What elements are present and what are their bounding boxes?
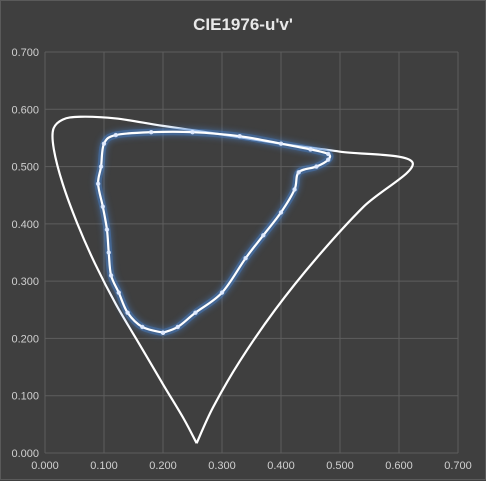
gamut-point: [193, 310, 198, 315]
y-tick-label: 0.100: [11, 391, 39, 403]
gamut-point: [140, 324, 145, 330]
gamut-point: [278, 210, 284, 215]
gamut-point: [125, 310, 130, 315]
gamut-glow: [94, 128, 334, 337]
gamut-point: [190, 130, 195, 135]
y-tick-label: 0.200: [11, 333, 39, 345]
gamut-point: [95, 181, 101, 186]
gamut-point: [308, 147, 313, 152]
gamut-point: [296, 170, 301, 175]
gamut-point: [278, 141, 284, 146]
gamut-point: [98, 164, 104, 169]
gamut-point: [100, 204, 106, 209]
y-tick-label: 0.400: [11, 219, 39, 231]
gamut-point: [106, 250, 111, 255]
y-tick-label: 0.700: [11, 47, 39, 59]
locus-line: [51, 115, 414, 444]
gamut-point: [101, 141, 107, 146]
gamut-point: [261, 233, 266, 238]
gamut-point: [149, 130, 154, 135]
gamut-point: [237, 134, 242, 139]
x-tick-label: 0.300: [208, 460, 236, 472]
chart-title: CIE1976-u'v': [193, 15, 293, 34]
x-tick-label: 0.000: [31, 460, 59, 472]
x-tick-label: 0.100: [90, 460, 118, 472]
gamut-point: [104, 227, 110, 232]
x-tick-label: 0.600: [385, 460, 413, 472]
y-tick-label: 0.600: [11, 104, 39, 116]
gamut-point: [108, 273, 114, 278]
y-tick-label: 0.000: [11, 448, 39, 460]
gamut-point: [326, 157, 331, 162]
gamut-point: [326, 151, 331, 157]
gamut-point: [116, 290, 121, 295]
y-tick-label: 0.500: [11, 162, 39, 174]
gamut-point: [113, 132, 119, 138]
x-tick-label: 0.500: [326, 460, 354, 472]
x-tick-label: 0.400: [267, 460, 295, 472]
gamut-point: [292, 187, 297, 192]
gamut-point: [219, 290, 225, 295]
gamut-point: [160, 330, 166, 335]
gamut-point: [314, 164, 319, 169]
x-tick-label: 0.200: [149, 460, 177, 472]
gamut-point: [243, 256, 248, 261]
y-tick-label: 0.300: [11, 276, 39, 288]
x-tick-label: 0.700: [444, 460, 472, 472]
gamut-point: [175, 324, 180, 330]
